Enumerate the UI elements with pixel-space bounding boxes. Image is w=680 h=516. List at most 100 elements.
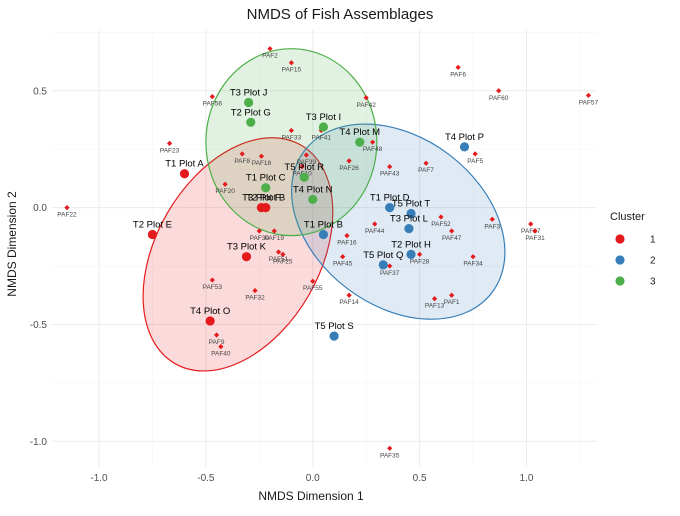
y-tick-label: 0.5 <box>33 86 47 97</box>
species-point <box>438 214 444 220</box>
species-point <box>344 233 350 239</box>
species-point <box>585 92 592 99</box>
x-axis-title: NMDS Dimension 1 <box>258 489 364 503</box>
species-label: PAF32 <box>245 295 265 302</box>
site-point <box>355 137 365 147</box>
site-point <box>406 249 416 259</box>
site-label: T1 Plot B <box>304 219 343 230</box>
species-point <box>340 254 346 260</box>
species-label: PAF37 <box>380 270 400 277</box>
site-point <box>244 97 254 108</box>
species-point <box>387 263 393 269</box>
species-point <box>489 216 495 222</box>
x-tick-label: 1.0 <box>520 473 534 484</box>
cluster-ellipse-1 <box>142 137 334 372</box>
species-label: PAF9 <box>209 339 225 346</box>
site-point <box>261 183 271 193</box>
species-point <box>528 221 534 227</box>
species-label: PAF31 <box>525 235 545 242</box>
species-label: PAF18 <box>252 160 272 167</box>
species-label: PAF3 <box>484 223 500 230</box>
x-tick-label: -1.0 <box>90 473 108 484</box>
species-point <box>299 164 305 170</box>
species-point <box>267 46 273 52</box>
species-label: PAF25 <box>273 258 293 265</box>
species-label: PAF13 <box>425 303 445 310</box>
species-label: PAF35 <box>380 452 400 459</box>
species-label: PAF45 <box>333 261 353 268</box>
species-points: PAF2 PAF15 PAF6 PAF60 PAF57 PAF56 PAF42 PAF33 PA… <box>57 46 599 459</box>
species-point <box>275 249 282 255</box>
species-label: PAF42 <box>356 102 376 109</box>
site-label: T5 Plot R <box>284 162 324 173</box>
species-label: PAF47 <box>442 235 462 242</box>
x-tick-label: 0.5 <box>413 473 427 484</box>
legend-key-1 <box>615 234 625 244</box>
species-label: PAF55 <box>303 285 323 292</box>
site-label: T2 Plot B <box>246 193 285 204</box>
species-point <box>346 292 352 298</box>
species-point <box>280 251 286 257</box>
site-point <box>318 229 329 240</box>
site-label: T5 Plot T <box>392 198 431 209</box>
species-point <box>310 278 316 284</box>
species-point <box>532 228 538 234</box>
species-label: PAF57 <box>579 99 599 106</box>
species-point <box>363 95 369 101</box>
species-point <box>213 332 220 338</box>
site-label: T3 Plot K <box>227 242 267 253</box>
site-point <box>205 316 215 326</box>
species-point <box>496 88 502 94</box>
species-point <box>258 153 265 159</box>
species-point <box>303 152 309 158</box>
site-point <box>246 117 256 127</box>
site-label: T5 Plot S <box>315 321 354 332</box>
axes: -1.0 -0.5 0.0 0.5 1.0 -1.0 -0.5 0.0 0.5 <box>30 86 534 484</box>
legend: Cluster 1 2 3 <box>610 211 656 288</box>
species-label: PAF40 <box>211 351 231 358</box>
site-label: T4 Plot O <box>190 306 230 317</box>
species-point <box>218 344 224 350</box>
legend-label-3: 3 <box>650 277 656 288</box>
legend-label-1: 1 <box>650 235 656 246</box>
species-label: PAF5 <box>467 158 483 165</box>
species-label: PAF43 <box>380 171 400 178</box>
site-point <box>299 172 309 182</box>
cluster-ellipse-2 <box>290 123 506 320</box>
y-axis-title: NMDS Dimension 2 <box>5 191 19 297</box>
species-point <box>256 228 262 234</box>
species-point <box>346 158 352 164</box>
species-label: PAF34 <box>463 261 483 268</box>
grid-lines <box>52 30 597 467</box>
species-point <box>472 151 478 157</box>
site-point <box>406 208 416 219</box>
site-label: T1 Plot C <box>246 173 286 184</box>
species-point <box>417 251 423 257</box>
species-point <box>166 140 173 146</box>
site-label: T1 Plot A <box>165 159 204 170</box>
site-label: T1 Plot D <box>370 193 410 204</box>
species-point <box>455 64 461 70</box>
species-label: PAF53 <box>203 284 223 291</box>
species-label: PAF33 <box>282 134 302 141</box>
species-label: PAF8 <box>234 158 250 165</box>
species-point <box>470 254 476 260</box>
species-point <box>449 292 455 298</box>
species-label: PAF28 <box>410 258 430 265</box>
species-point <box>271 228 277 234</box>
species-point <box>288 60 294 66</box>
site-point <box>459 142 470 152</box>
site-label: T3 Plot F <box>242 193 281 204</box>
species-label: PAF26 <box>339 165 359 172</box>
species-point <box>239 151 245 157</box>
site-label: T4 Plot P <box>445 132 484 143</box>
site-point <box>179 169 190 179</box>
legend-items: 1 2 3 <box>615 234 656 288</box>
species-point <box>64 205 70 211</box>
species-point <box>209 94 215 100</box>
legend-title: Cluster <box>610 211 645 223</box>
species-label: PAF60 <box>489 95 509 102</box>
site-point <box>318 122 329 132</box>
